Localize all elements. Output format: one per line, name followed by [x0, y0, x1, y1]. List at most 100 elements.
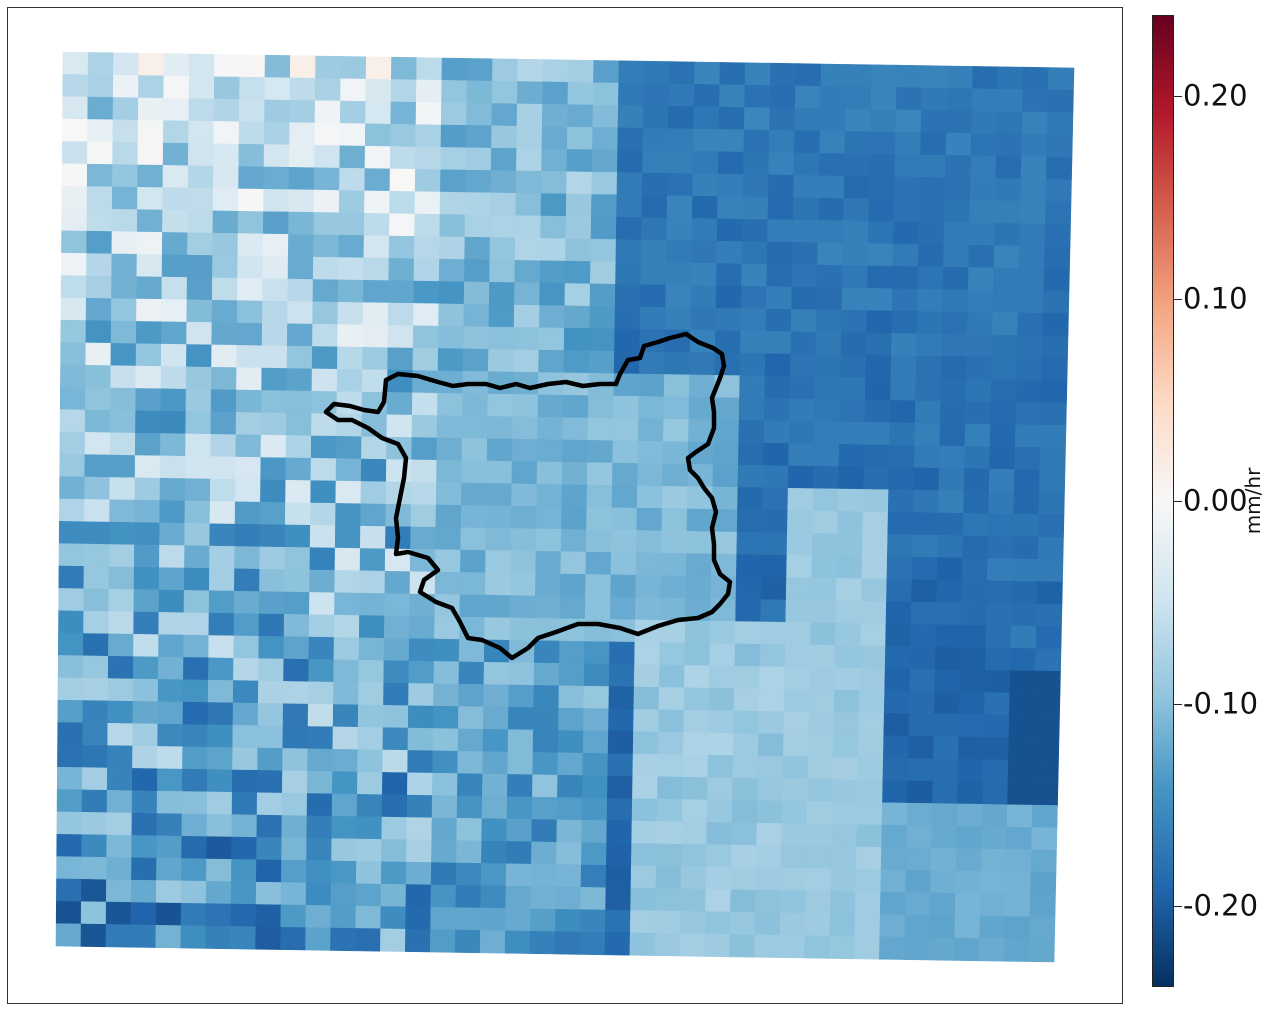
grid-cell	[686, 531, 713, 555]
grid-cell	[132, 745, 158, 770]
grid-cell	[919, 154, 947, 179]
grid-cell	[308, 681, 334, 705]
grid-cell	[211, 322, 238, 346]
grid-cell	[661, 530, 688, 555]
grid-cell	[920, 132, 947, 156]
grid-cell	[407, 750, 434, 774]
grid-cell	[362, 302, 389, 326]
grid-cell	[455, 885, 482, 909]
grid-cell	[357, 704, 384, 729]
grid-cell	[615, 216, 643, 241]
grid-cell	[382, 705, 409, 729]
grid-cell	[891, 288, 919, 312]
grid-cell	[992, 289, 1019, 314]
grid-cell	[731, 800, 758, 824]
grid-cell	[807, 778, 834, 803]
grid-cell	[1007, 782, 1034, 806]
grid-cell	[829, 935, 856, 960]
grid-cell	[289, 122, 316, 146]
grid-cell	[183, 612, 210, 636]
grid-cell	[707, 754, 734, 779]
grid-cell	[618, 60, 645, 84]
grid-cell	[769, 62, 797, 87]
grid-cell	[692, 173, 719, 197]
grid-cell	[614, 328, 641, 353]
grid-cell	[734, 643, 761, 667]
grid-cell	[789, 353, 817, 378]
grid-cell	[156, 790, 183, 815]
grid-cell	[408, 638, 435, 662]
grid-cell	[288, 211, 315, 236]
grid-cell	[330, 860, 357, 885]
grid-cell	[834, 667, 861, 691]
grid-cell	[887, 534, 914, 558]
grid-cell	[60, 342, 87, 366]
grid-cell	[1033, 715, 1060, 739]
grid-cell	[405, 906, 432, 930]
grid-cell	[691, 218, 718, 242]
grid-cell	[432, 728, 459, 752]
grid-cell	[784, 644, 811, 668]
grid-cell	[85, 320, 112, 344]
grid-cell	[508, 707, 534, 731]
grid-cell	[580, 864, 607, 889]
grid-cell	[84, 454, 111, 478]
grid-cell	[870, 86, 897, 111]
grid-cell	[608, 663, 635, 688]
grid-cell	[939, 400, 967, 425]
grid-cell	[981, 804, 1008, 828]
grid-cell	[110, 320, 137, 345]
grid-cell	[765, 308, 792, 333]
grid-cell	[530, 908, 556, 932]
grid-cell	[682, 776, 709, 801]
grid-cell	[465, 125, 493, 149]
grid-cell	[729, 911, 756, 936]
grid-cell	[761, 554, 788, 578]
grid-cell	[181, 768, 208, 793]
grid-cell	[231, 814, 258, 838]
grid-cell	[1010, 647, 1037, 672]
grid-cell	[284, 524, 311, 549]
grid-cell	[80, 923, 107, 948]
grid-cell	[744, 84, 771, 109]
grid-cell	[180, 880, 207, 905]
grid-cell	[187, 232, 214, 256]
grid-cell	[184, 500, 211, 525]
grid-cell	[312, 279, 339, 303]
grid-cell	[744, 62, 772, 86]
grid-cell	[61, 208, 88, 232]
grid-cell	[441, 57, 468, 82]
grid-cell	[680, 843, 707, 868]
grid-cell	[1016, 335, 1044, 359]
grid-cell	[106, 812, 133, 836]
grid-cell	[893, 221, 920, 245]
grid-cell	[964, 423, 991, 448]
grid-cell	[717, 196, 744, 220]
grid-cell	[314, 100, 341, 124]
grid-cell	[732, 732, 759, 757]
grid-cell	[766, 264, 793, 288]
grid-cell	[713, 419, 740, 444]
grid-cell	[905, 847, 932, 871]
grid-cell	[534, 640, 561, 664]
grid-cell	[1040, 402, 1067, 426]
grid-cell	[1042, 313, 1069, 337]
grid-cell	[410, 526, 437, 551]
grid-cell	[263, 144, 290, 168]
grid-cell	[504, 930, 531, 954]
grid-cell	[719, 62, 746, 86]
grid-cell	[556, 841, 582, 866]
grid-cell	[795, 63, 822, 87]
grid-cell	[214, 54, 241, 78]
grid-cell	[234, 568, 260, 592]
grid-cell	[314, 78, 342, 102]
grid-cell	[942, 266, 969, 291]
grid-cell	[407, 727, 434, 752]
grid-cell	[658, 664, 685, 689]
grid-cell	[110, 298, 137, 322]
grid-cell	[81, 767, 108, 791]
grid-cell	[868, 198, 895, 222]
grid-cell	[532, 752, 559, 776]
grid-cell	[639, 306, 666, 331]
grid-cell	[440, 102, 468, 126]
